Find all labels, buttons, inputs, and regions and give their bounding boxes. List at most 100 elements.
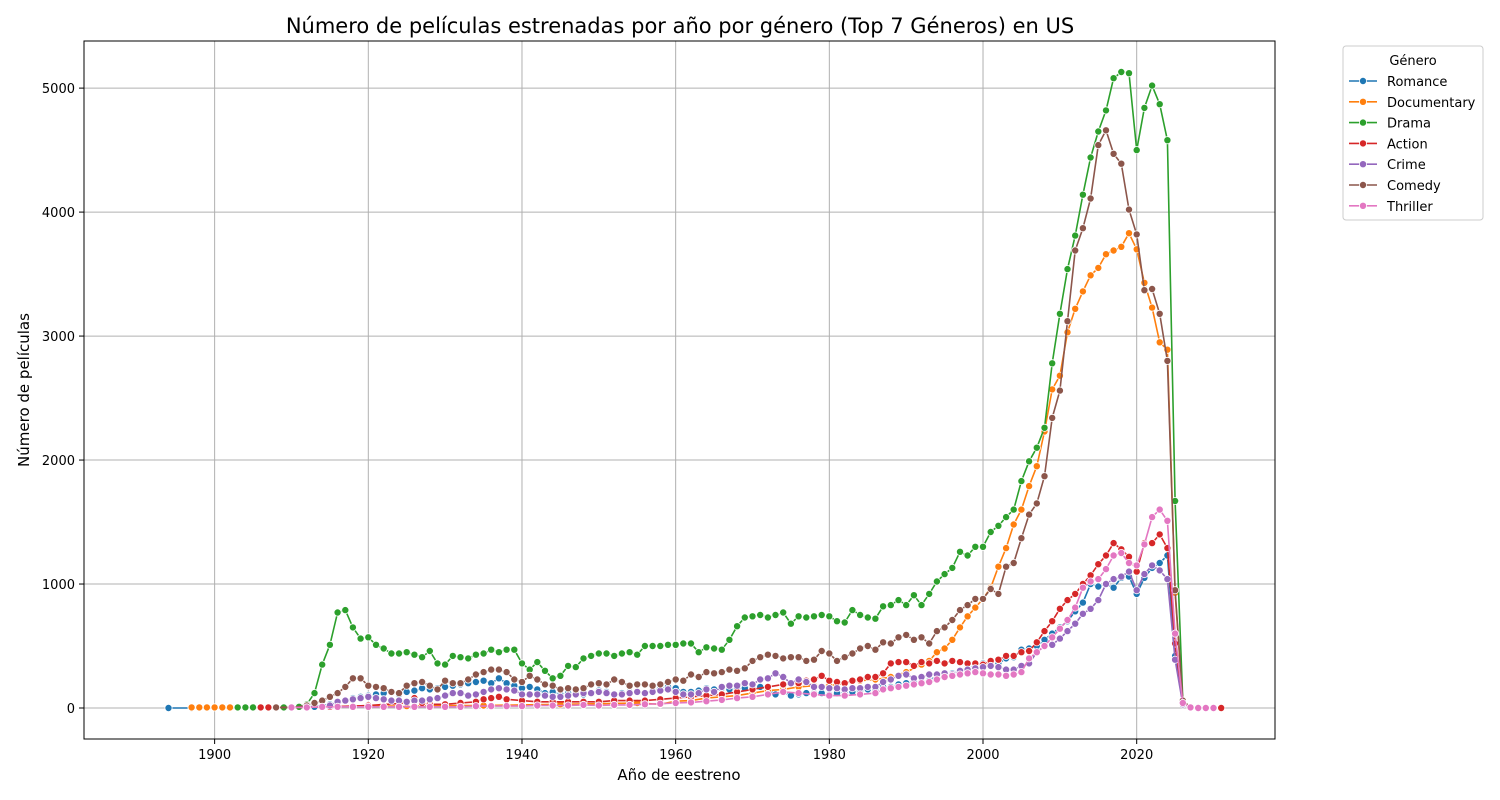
data-point [594, 687, 603, 696]
legend-label: Drama [1387, 117, 1431, 132]
data-point [218, 703, 227, 712]
data-point [310, 689, 319, 698]
data-point [702, 685, 711, 694]
data-point [441, 676, 450, 685]
data-point [810, 682, 819, 691]
x-tick-label: 1940 [505, 748, 538, 763]
data-point [479, 695, 488, 704]
data-point [556, 685, 565, 694]
data-point [648, 642, 657, 651]
x-tick-label: 2020 [1120, 748, 1153, 763]
data-point [1048, 359, 1057, 368]
legend-item: Comedy [1349, 179, 1441, 194]
data-point [763, 682, 772, 691]
data-point [1063, 265, 1072, 274]
data-point [379, 684, 388, 693]
data-point [1125, 69, 1134, 78]
data-point [687, 698, 696, 707]
data-point [925, 659, 934, 668]
data-point [625, 689, 634, 698]
data-point [333, 608, 342, 617]
data-point [886, 601, 895, 610]
data-point [471, 678, 480, 687]
data-point [979, 542, 988, 551]
data-point [994, 655, 1003, 664]
data-point [1163, 516, 1172, 525]
series-comedy [272, 126, 1218, 713]
data-point [902, 601, 911, 610]
legend-label: Comedy [1387, 179, 1441, 194]
data-point [1163, 356, 1172, 365]
data-point [771, 690, 780, 699]
data-point [564, 661, 573, 670]
data-point [1017, 534, 1026, 543]
data-point [502, 685, 511, 694]
data-point [948, 616, 957, 625]
data-point [487, 702, 496, 711]
x-axis-title: Año de eestreno [617, 766, 740, 784]
data-point [1117, 572, 1126, 581]
data-point [733, 622, 742, 631]
data-point [1078, 609, 1087, 618]
data-point [356, 674, 365, 683]
data-point [394, 689, 403, 698]
data-point [802, 656, 811, 665]
data-point [1009, 559, 1018, 568]
data-point [986, 528, 995, 537]
grid [84, 41, 1275, 739]
data-point [940, 673, 949, 682]
data-point [587, 680, 596, 689]
data-point [948, 656, 957, 665]
data-point [1163, 575, 1172, 584]
data-point [410, 650, 419, 659]
data-point [963, 612, 972, 621]
data-point [886, 684, 895, 693]
data-point [909, 591, 918, 600]
data-point [394, 702, 403, 711]
data-point [418, 678, 427, 687]
data-point [717, 682, 726, 691]
data-point [763, 650, 772, 659]
data-point [1209, 704, 1218, 713]
legend: Género Romance Documentary Drama Action Crim… [1342, 45, 1484, 221]
data-point [487, 645, 496, 654]
data-point [971, 594, 980, 603]
data-point [1048, 617, 1057, 626]
data-point [925, 639, 934, 648]
data-point [1155, 338, 1164, 347]
data-point [1125, 205, 1134, 214]
data-point [956, 606, 965, 615]
data-point [909, 661, 918, 670]
data-point [848, 649, 857, 658]
data-point [779, 687, 788, 696]
data-point [725, 681, 734, 690]
data-point [1086, 604, 1095, 613]
data-point [1071, 304, 1080, 313]
data-point [594, 679, 603, 688]
data-point [364, 681, 373, 690]
data-point [1032, 499, 1041, 508]
data-point [1132, 230, 1141, 239]
data-point [671, 675, 680, 684]
series-drama [233, 68, 1218, 713]
x-tick-label: 1900 [198, 748, 231, 763]
data-point [786, 619, 795, 628]
data-point [733, 681, 742, 690]
data-point [1078, 224, 1087, 233]
data-point [518, 659, 527, 668]
data-point [648, 681, 657, 690]
data-point [656, 680, 665, 689]
data-point [441, 702, 450, 711]
data-point [1017, 668, 1026, 677]
legend-label: Action [1387, 137, 1428, 152]
data-point [1017, 505, 1026, 514]
data-point [256, 703, 265, 712]
data-point [986, 585, 995, 594]
data-point [679, 676, 688, 685]
data-point [1055, 386, 1064, 395]
data-point [533, 658, 542, 667]
y-tick-label: 3000 [42, 330, 75, 345]
data-point [1148, 303, 1157, 312]
data-point [248, 703, 257, 712]
